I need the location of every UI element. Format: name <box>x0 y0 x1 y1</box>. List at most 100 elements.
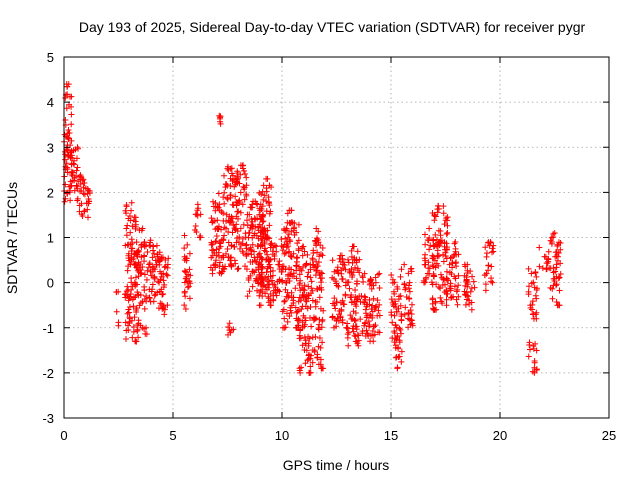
data-point <box>389 279 396 286</box>
data-point <box>235 265 242 272</box>
data-point <box>227 257 234 264</box>
data-point <box>443 268 450 275</box>
data-point <box>261 192 268 199</box>
data-point <box>311 347 318 354</box>
data-point <box>299 303 306 310</box>
data-point <box>532 292 539 299</box>
data-point <box>348 315 355 322</box>
data-point <box>366 281 373 288</box>
data-point <box>314 354 321 361</box>
data-point <box>307 274 314 281</box>
data-point <box>315 343 322 350</box>
data-point <box>309 359 316 366</box>
data-point <box>310 250 317 257</box>
data-point <box>182 268 189 275</box>
data-point <box>331 268 338 275</box>
data-point <box>408 310 415 317</box>
data-point <box>77 180 84 187</box>
data-point <box>115 319 122 326</box>
data-point <box>154 251 161 258</box>
data-point <box>192 211 199 218</box>
data-point <box>539 265 546 272</box>
data-point <box>446 261 453 268</box>
data-point <box>331 295 338 302</box>
data-point <box>163 271 170 278</box>
data-point <box>341 262 348 269</box>
data-point <box>256 260 263 267</box>
data-point <box>287 238 294 245</box>
data-point <box>307 266 314 273</box>
y-tick-label: 2 <box>47 185 54 200</box>
data-point <box>455 282 462 289</box>
data-point <box>360 278 367 285</box>
data-point <box>437 227 444 234</box>
data-point <box>234 235 241 242</box>
data-point <box>63 105 70 112</box>
data-point <box>298 267 305 274</box>
data-point <box>191 226 198 233</box>
data-point <box>554 302 561 309</box>
data-point <box>220 217 227 224</box>
data-point <box>443 246 450 253</box>
data-point <box>164 302 171 309</box>
data-point <box>551 277 558 284</box>
data-point <box>128 236 135 243</box>
data-point <box>223 250 230 257</box>
data-point <box>147 298 154 305</box>
data-point <box>334 267 341 274</box>
data-point <box>355 342 362 349</box>
data-point <box>357 298 364 305</box>
data-point <box>329 313 336 320</box>
data-point <box>352 301 359 308</box>
data-point <box>467 288 474 295</box>
x-tick-label: 0 <box>60 428 67 443</box>
data-point <box>485 267 492 274</box>
data-point <box>284 318 291 325</box>
data-point <box>263 185 270 192</box>
data-point <box>143 331 150 338</box>
data-point <box>248 216 255 223</box>
data-point <box>440 258 447 265</box>
data-point <box>530 279 537 286</box>
data-point <box>391 290 398 297</box>
data-point <box>366 322 373 329</box>
data-point <box>138 244 145 251</box>
data-point <box>371 331 378 338</box>
data-point <box>406 295 413 302</box>
data-point <box>270 287 277 294</box>
data-point <box>314 263 321 270</box>
y-axis-label: SDTVAR / TECUs <box>4 182 20 294</box>
data-point <box>184 284 191 291</box>
data-point <box>292 285 299 292</box>
axis-ticks: 0 5 10 15 20 25 -3 -2 -1 0 1 2 3 4 5 <box>42 50 616 443</box>
data-point <box>468 306 475 313</box>
data-point <box>132 221 139 228</box>
data-point <box>69 169 76 176</box>
data-point <box>339 276 346 283</box>
data-point <box>262 290 269 297</box>
data-point <box>429 296 436 303</box>
x-tick-label: 5 <box>169 428 176 443</box>
data-point <box>433 260 440 267</box>
data-point <box>376 285 383 292</box>
data-point <box>296 271 303 278</box>
data-point <box>432 213 439 220</box>
data-point <box>157 276 164 283</box>
data-point <box>455 272 462 279</box>
data-point <box>531 357 538 364</box>
data-point <box>80 184 87 191</box>
data-point <box>252 257 259 264</box>
data-point <box>398 358 405 365</box>
data-point <box>397 273 404 280</box>
data-point <box>553 298 560 305</box>
data-point <box>556 274 563 281</box>
data-point <box>256 302 263 309</box>
data-point <box>553 253 560 260</box>
data-point <box>363 327 370 334</box>
data-point <box>376 301 383 308</box>
data-point <box>266 202 273 209</box>
data-point <box>298 306 305 313</box>
data-point <box>317 361 324 368</box>
data-point <box>266 235 273 242</box>
data-point <box>249 201 256 208</box>
